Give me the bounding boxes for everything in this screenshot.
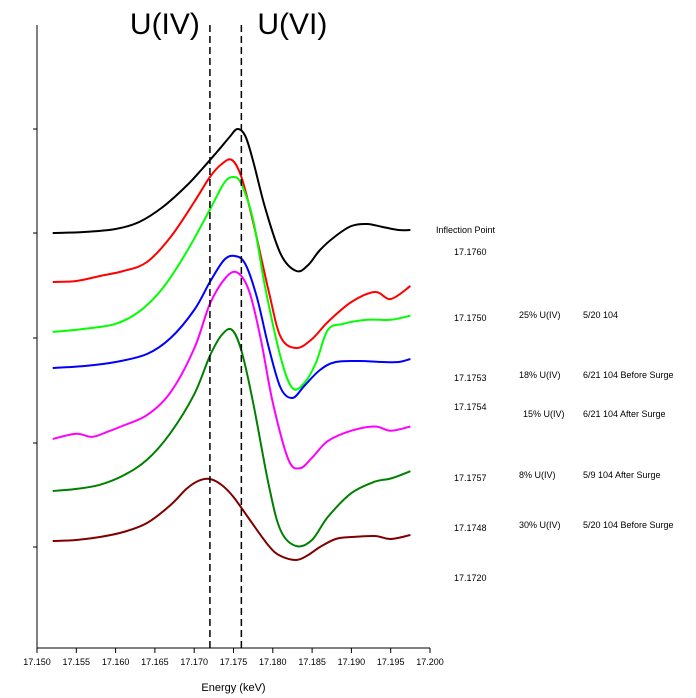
x-axis-label: Energy (keV) [201,682,265,694]
sample-label-6: 5/20 104 Before Surge [583,520,674,530]
x-tick-label-3: 17.165 [141,657,169,667]
inflection-value-1: 17.1760 [454,247,487,257]
x-tick-label-10: 17.200 [416,657,444,667]
sample-label-3: 6/21 104 Before Surge [583,370,674,380]
percent-label-5: 8% U(IV) [519,470,556,480]
inflection-value-3: 17.1753 [454,373,487,383]
x-tick-label-7: 17.185 [298,657,326,667]
reference-label-2: U(VI) [257,8,327,41]
spectrum-line-5 [52,270,411,470]
reference-lines-group: U(IV) U(VI) [130,8,327,648]
reference-label-1: U(IV) [130,8,200,41]
axes-group: 17.150 17.155 17.160 17.165 17.170 17.175 17.1… [23,25,444,667]
sample-label-4: 6/21 104 After Surge [583,409,666,419]
x-tick-label-4: 17.170 [180,657,208,667]
sample-label-2: 5/20 104 [583,310,618,320]
sample-label-5: 5/9 104 After Surge [583,470,661,480]
percent-label-2: 25% U(IV) [519,310,561,320]
spectrum-line-4 [52,254,411,400]
inflection-header: Inflection Point [436,225,496,235]
x-tick-label-5: 17.175 [220,657,248,667]
x-tick-label-8: 17.190 [338,657,366,667]
spectrum-line-2 [52,158,411,349]
percent-label-3: 18% U(IV) [519,370,561,380]
spectrum-line-1 [52,127,411,273]
x-tick-label-2: 17.160 [102,657,130,667]
inflection-value-5: 17.1757 [454,473,487,483]
x-tick-label-0: 17.150 [23,657,51,667]
x-tick-label-1: 17.155 [63,657,91,667]
inflection-value-2: 17.1750 [454,313,487,323]
spectra-group [52,127,411,562]
annotations-group: Inflection Point 17.1760 17.1750 25% U(IV) 5… [436,225,674,583]
x-tick-label-6: 17.180 [259,657,287,667]
x-tick-label-9: 17.195 [377,657,405,667]
percent-label-6: 30% U(IV) [519,520,561,530]
inflection-value-4: 17.1754 [454,402,487,412]
inflection-value-6: 17.1748 [454,523,487,533]
spectrum-line-3 [52,175,411,391]
spectrum-line-7 [52,477,411,562]
percent-label-4: 15% U(IV) [523,409,565,419]
inflection-value-7: 17.1720 [454,573,487,583]
